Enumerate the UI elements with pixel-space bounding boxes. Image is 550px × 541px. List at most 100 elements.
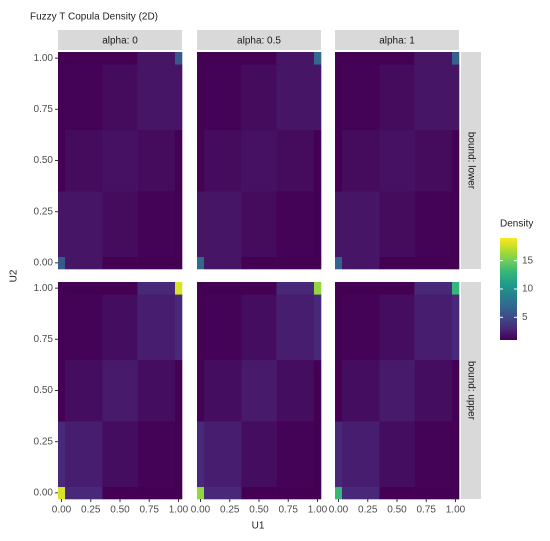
heatmap-cell bbox=[58, 129, 66, 192]
heatmap-cell bbox=[414, 191, 453, 258]
y-tick-label: 0.00 bbox=[34, 487, 54, 498]
heatmap-cell bbox=[335, 64, 343, 131]
colorbar-tick-label: 10 bbox=[522, 284, 534, 295]
heatmap-cell bbox=[204, 421, 242, 488]
heatmap-cell bbox=[276, 486, 315, 500]
facet-strip bbox=[461, 52, 481, 269]
heatmap-cell bbox=[335, 294, 343, 361]
heatmap-cell bbox=[174, 294, 183, 361]
y-tick-label: 0.00 bbox=[34, 257, 54, 268]
heatmap-cell bbox=[65, 359, 103, 422]
x-tick-label: 0.75 bbox=[140, 505, 160, 516]
y-tick-label: 0.75 bbox=[34, 334, 54, 345]
y-tick-label: 1.00 bbox=[34, 53, 54, 64]
heatmap-cell bbox=[414, 52, 453, 65]
heatmap-cell bbox=[414, 256, 453, 270]
heatmap-cell bbox=[451, 486, 460, 500]
heatmap-cell bbox=[241, 294, 277, 361]
heatmap-cell bbox=[335, 256, 343, 270]
heatmap-cell bbox=[174, 129, 183, 192]
heatmap-cell bbox=[313, 191, 322, 258]
heatmap-cell bbox=[241, 256, 277, 270]
heatmap-cell bbox=[197, 421, 205, 488]
heatmap-cell bbox=[204, 282, 242, 295]
colorbar-tick-label: 5 bbox=[522, 312, 528, 323]
heatmap-cell bbox=[342, 191, 380, 258]
heatmap-cell bbox=[414, 421, 453, 488]
heatmap-cell bbox=[451, 294, 460, 361]
heatmap-cell bbox=[58, 359, 66, 422]
x-tick-label: 0.00 bbox=[52, 505, 72, 516]
x-tick-label: 1.00 bbox=[446, 505, 466, 516]
colorbar bbox=[500, 238, 517, 340]
heatmap-cell bbox=[174, 256, 183, 270]
x-tick-label: 0.50 bbox=[249, 505, 269, 516]
heatmap-cell bbox=[451, 64, 460, 131]
heatmap-cell bbox=[313, 486, 322, 500]
heatmap-cell bbox=[276, 64, 315, 131]
heatmap-cell bbox=[335, 191, 343, 258]
heatmap-cell bbox=[342, 282, 380, 295]
x-tick-label: 0.50 bbox=[387, 505, 407, 516]
heatmap-cell bbox=[313, 421, 322, 488]
heatmap-cell bbox=[276, 256, 315, 270]
x-tick-label: 0.25 bbox=[220, 505, 240, 516]
heatmap-cell bbox=[451, 421, 460, 488]
x-tick-label: 1.00 bbox=[169, 505, 189, 516]
heatmap-cell bbox=[241, 486, 277, 500]
heatmap-cell bbox=[102, 256, 138, 270]
facet-label: alpha: 1 bbox=[379, 36, 415, 47]
heatmap-cell bbox=[379, 64, 415, 131]
heatmap-cell bbox=[451, 129, 460, 192]
heatmap-cell bbox=[65, 64, 103, 131]
x-axis-label: U1 bbox=[252, 521, 265, 532]
heatmap-cell bbox=[379, 129, 415, 192]
facet-strip bbox=[461, 282, 481, 499]
heatmap-cell bbox=[197, 294, 205, 361]
heatmap-cell bbox=[197, 191, 205, 258]
heatmap-cell bbox=[137, 129, 176, 192]
heatmap-cell bbox=[342, 359, 380, 422]
heatmap-cell bbox=[414, 486, 453, 500]
heatmap-cell bbox=[342, 52, 380, 65]
heatmap-cell bbox=[451, 282, 460, 295]
heatmap-cell bbox=[204, 64, 242, 131]
y-tick-label: 1.00 bbox=[34, 283, 54, 294]
heatmap-cell bbox=[102, 294, 138, 361]
heatmap-cell bbox=[451, 191, 460, 258]
heatmap-cell bbox=[313, 282, 322, 295]
heatmap-cell bbox=[174, 421, 183, 488]
facet-strip bbox=[335, 30, 459, 50]
heatmap-cell bbox=[241, 421, 277, 488]
heatmap-cell bbox=[204, 129, 242, 192]
heatmap-cell bbox=[342, 486, 380, 500]
heatmap-cell bbox=[137, 191, 176, 258]
heatmap-cell bbox=[313, 64, 322, 131]
heatmap-cell bbox=[379, 359, 415, 422]
x-tick-label: 0.25 bbox=[81, 505, 101, 516]
heatmap-cell bbox=[335, 486, 343, 500]
heatmap-cell bbox=[65, 129, 103, 192]
heatmap-cell bbox=[379, 191, 415, 258]
heatmap-cell bbox=[174, 64, 183, 131]
heatmap-cell bbox=[414, 64, 453, 131]
heatmap-cell bbox=[241, 282, 277, 295]
heatmap-cell bbox=[335, 359, 343, 422]
colorbar-tick-label: 15 bbox=[522, 255, 534, 266]
y-tick-label: 0.50 bbox=[34, 155, 54, 166]
heatmap-cell bbox=[65, 282, 103, 295]
heatmap-cell bbox=[65, 52, 103, 65]
heatmap-cell bbox=[379, 256, 415, 270]
heatmap-cell bbox=[137, 421, 176, 488]
heatmap-cell bbox=[197, 52, 205, 65]
heatmap-cell bbox=[335, 129, 343, 192]
heatmap-cell bbox=[58, 52, 66, 65]
chart-title: Fuzzy T Copula Density (2D) bbox=[30, 12, 158, 23]
heatmap-cell bbox=[102, 282, 138, 295]
heatmap-cell bbox=[137, 52, 176, 65]
facet-label: alpha: 0 bbox=[102, 36, 138, 47]
heatmap-cell bbox=[313, 359, 322, 422]
heatmap-cell bbox=[414, 282, 453, 295]
heatmap-cell bbox=[414, 294, 453, 361]
heatmap-cell bbox=[241, 359, 277, 422]
